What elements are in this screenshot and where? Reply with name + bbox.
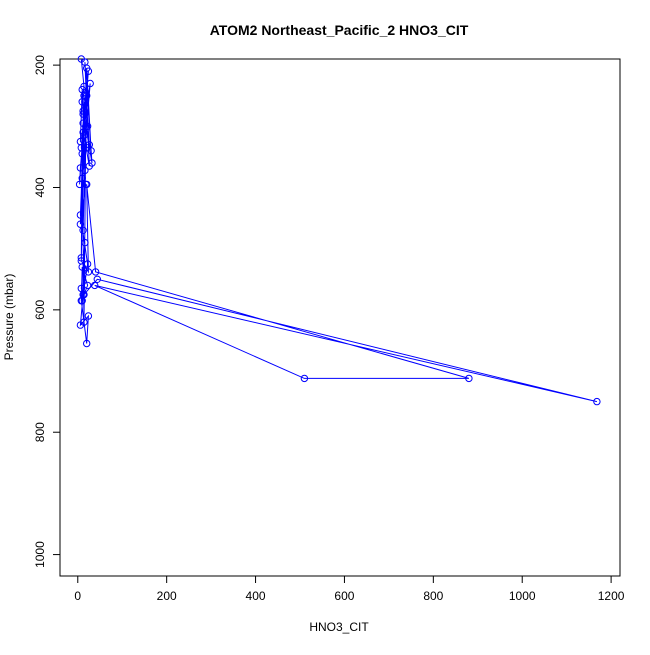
data-point <box>83 144 91 152</box>
series-line <box>79 58 598 403</box>
x-tick-label: 1200 <box>598 589 625 603</box>
x-tick-label: 200 <box>157 589 177 603</box>
data-point <box>91 281 99 290</box>
data-point <box>80 131 88 140</box>
data-point <box>83 92 91 100</box>
data-point <box>78 263 86 271</box>
data-point <box>79 110 87 118</box>
y-axis-label: Pressure (mbar) <box>2 274 16 361</box>
data-point <box>78 150 86 158</box>
x-tick-label: 0 <box>74 589 81 603</box>
data-point <box>593 397 601 406</box>
y-tick-label: 600 <box>33 300 47 320</box>
data-point <box>81 58 89 66</box>
data-point <box>77 284 86 293</box>
y-tick-label: 1000 <box>33 541 47 568</box>
data-point <box>93 275 102 283</box>
y-tick-label: 200 <box>33 55 47 75</box>
x-axis-label: HNO3_CIT <box>309 620 369 634</box>
data-point <box>84 268 93 276</box>
data-point <box>91 268 100 276</box>
series-group <box>75 55 601 406</box>
data-point <box>79 128 87 137</box>
data-point <box>81 238 89 247</box>
data-point <box>83 180 91 189</box>
data-point <box>76 211 85 219</box>
data-point <box>83 281 92 290</box>
x-tick-label: 800 <box>423 589 443 603</box>
data-point <box>78 297 86 305</box>
chart-title: ATOM2 Northeast_Pacific_2 HNO3_CIT <box>210 22 469 38</box>
data-point <box>84 312 93 320</box>
data-point <box>83 339 91 348</box>
data-point <box>79 107 87 115</box>
x-tick-label: 400 <box>246 589 266 603</box>
data-point <box>79 226 87 235</box>
y-tick-label: 800 <box>33 422 47 442</box>
y-axis: 200 400 600 800 1000 <box>33 55 61 568</box>
x-axis: 0 200 400 600 800 1000 1200 <box>74 575 625 603</box>
y-tick-label: 400 <box>33 177 47 197</box>
x-tick-label: 600 <box>334 589 354 603</box>
data-point <box>86 79 94 88</box>
data-point <box>80 318 88 326</box>
data-point <box>88 159 96 167</box>
data-point <box>78 174 86 183</box>
data-point <box>465 374 473 383</box>
x-tick-label: 1000 <box>509 589 536 603</box>
data-point <box>76 220 85 228</box>
data-point <box>83 260 92 268</box>
data-point <box>76 164 85 172</box>
data-point <box>77 254 86 262</box>
data-point <box>300 374 309 383</box>
data-point <box>84 67 93 75</box>
plot-frame <box>59 58 621 577</box>
data-point <box>82 122 90 131</box>
